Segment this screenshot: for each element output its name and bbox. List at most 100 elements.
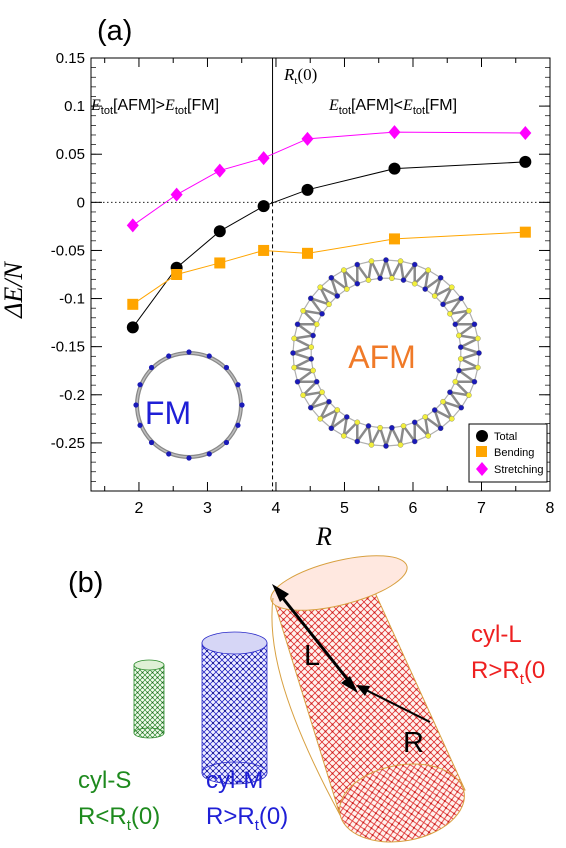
afm-atom <box>471 378 478 385</box>
afm-bond <box>434 286 453 298</box>
afm-atom <box>440 398 446 405</box>
plot-frame <box>90 57 551 492</box>
afm-atom <box>319 311 325 317</box>
afm-atom <box>456 332 462 339</box>
afm-bond <box>454 380 470 397</box>
fm-atom <box>137 422 143 428</box>
fm-atom <box>148 439 155 446</box>
afm-atom <box>452 378 459 385</box>
afm-atom <box>326 301 332 308</box>
afm-atom <box>411 261 418 268</box>
afm-bond <box>342 416 349 437</box>
afm-atom <box>365 423 372 429</box>
x-axis-label: R <box>315 522 332 551</box>
afm-atom <box>294 321 301 328</box>
y-tick-label: 0.05 <box>56 146 85 163</box>
point-stretching <box>388 125 401 140</box>
axes: 2 3 4 5 6 7 8 0.15 0.1 0.05 0 -0.05 -0.1 -0.15 -0.2 -0.… <box>51 50 555 517</box>
y-tick-label: 0.1 <box>64 98 85 115</box>
fm-inset-label: FM <box>145 395 191 431</box>
afm-atom <box>291 364 297 371</box>
afm-bond <box>310 400 330 409</box>
y-tick-label: -0.1 <box>59 291 85 308</box>
afm-bond <box>302 390 323 397</box>
afm-atom <box>300 392 306 398</box>
afm-bond <box>319 286 331 305</box>
point-stretching <box>301 131 314 146</box>
afm-atom <box>466 392 472 398</box>
afm-bond <box>319 286 338 298</box>
left-region-annotation: Etot[AFM]>Etot[FM] <box>90 97 219 117</box>
afm-atom <box>310 332 316 339</box>
fm-atom <box>235 382 241 388</box>
afm-bond <box>293 357 312 369</box>
afm-bond <box>413 421 430 437</box>
point-stretching <box>519 126 532 141</box>
afm-bond <box>319 401 331 420</box>
cyl-s-condition: R<Rt(0) <box>78 803 160 834</box>
afm-bond <box>399 260 405 281</box>
point-bending <box>127 298 139 310</box>
afm-bond <box>423 416 430 437</box>
afm-atom <box>344 414 350 420</box>
afm-bond <box>384 259 394 279</box>
fm-atom <box>223 364 230 371</box>
afm-bond <box>458 334 479 340</box>
afm-atom <box>449 284 455 290</box>
afm-atom <box>397 442 404 448</box>
afm-bond <box>330 276 348 291</box>
cyl-m-condition: R>Rt(0) <box>206 803 288 834</box>
afm-atom <box>389 275 395 281</box>
afm-bond <box>448 297 463 315</box>
afm-atom <box>310 367 316 374</box>
cyl-s-name: cyl-S <box>78 767 131 794</box>
afm-bond <box>342 421 359 437</box>
afm-atom <box>466 308 472 314</box>
afm-bond <box>424 415 442 430</box>
y-tick-label: -0.2 <box>59 387 85 404</box>
afm-bond <box>367 260 373 281</box>
afm-bond <box>458 366 479 372</box>
cyl-m-name: cyl-M <box>206 767 263 794</box>
series-layer <box>126 125 532 334</box>
fm-atom <box>137 382 143 388</box>
afm-bond <box>449 309 470 316</box>
afm-atom <box>308 404 314 411</box>
afm-atom <box>476 350 482 356</box>
rt-label: Rt(0) <box>283 65 317 87</box>
afm-atom <box>425 267 431 273</box>
x-tick-label: 7 <box>477 500 486 517</box>
afm-atom <box>317 416 323 422</box>
afm-atom <box>354 280 361 287</box>
y-tick-label: 0.15 <box>56 50 85 67</box>
afm-atom <box>422 414 428 420</box>
legend-bending-marker <box>476 446 487 457</box>
legend: Total Bending Stretching <box>468 423 548 483</box>
afm-bond <box>319 408 338 420</box>
afm-bond <box>293 334 314 340</box>
afm-bond <box>309 391 324 409</box>
afm-atom <box>447 311 453 317</box>
fm-ring-inset <box>133 349 245 461</box>
afm-atom <box>341 433 347 439</box>
afm-bond <box>442 400 462 409</box>
x-tick-label: 3 <box>203 500 212 517</box>
afm-bond <box>460 351 480 361</box>
x-tick-label: 6 <box>409 500 418 517</box>
afm-atom <box>397 258 404 264</box>
afm-atom <box>313 321 320 328</box>
afm-atom <box>475 364 481 371</box>
point-bending <box>214 257 226 269</box>
y-axis-label: ΔE/N <box>0 260 28 318</box>
afm-bond <box>302 309 318 326</box>
afm-atom <box>458 344 464 350</box>
fm-atom <box>235 422 241 428</box>
afm-bond <box>441 401 453 420</box>
afm-atom <box>449 416 455 422</box>
afm-bond <box>293 366 314 372</box>
afm-bond <box>460 357 479 369</box>
y-tick-label: 0 <box>77 194 85 211</box>
afm-atom <box>452 321 459 328</box>
afm-bond <box>378 259 388 279</box>
afm-atom <box>377 425 383 431</box>
